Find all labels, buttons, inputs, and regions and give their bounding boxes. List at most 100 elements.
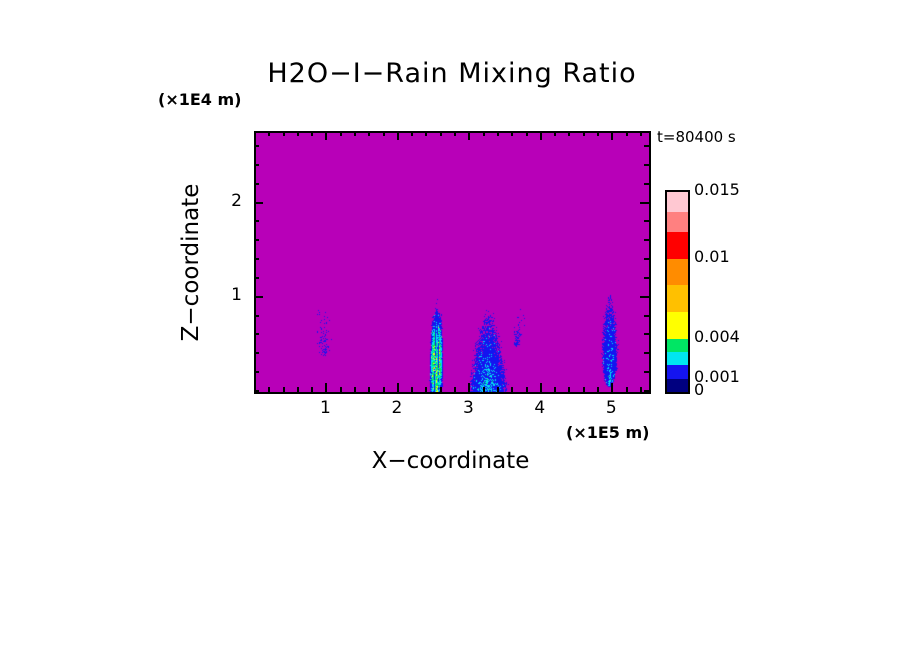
y-major-tick-right	[640, 201, 649, 204]
rain-mixing-ratio-field	[256, 133, 649, 392]
x-major-tick	[325, 383, 328, 392]
y-minor-tick-right	[644, 371, 649, 374]
y-minor-tick	[254, 163, 259, 166]
y-tick-label: 1	[231, 284, 242, 305]
x-minor-tick	[254, 387, 256, 392]
y-minor-tick	[254, 314, 259, 317]
x-minor-tick-top	[339, 131, 342, 136]
colorbar-band	[667, 378, 688, 392]
colorbar-band	[667, 338, 688, 352]
y-minor-tick	[254, 258, 259, 261]
colorbar-band	[667, 258, 688, 286]
x-minor-tick-top	[439, 131, 442, 136]
colorbar-band	[667, 312, 688, 339]
colorbar-band	[667, 232, 688, 259]
x-minor-tick	[554, 387, 557, 392]
y-axis-title: Z−coordinate	[178, 146, 256, 342]
y-minor-tick	[254, 182, 259, 185]
y-minor-tick-right	[644, 258, 649, 261]
x-minor-tick-top	[511, 131, 514, 136]
x-minor-tick-top	[411, 131, 414, 136]
y-minor-tick-right	[644, 145, 649, 148]
x-minor-tick-top	[525, 131, 528, 136]
x-minor-tick-top	[596, 131, 599, 136]
y-minor-tick-right	[644, 314, 649, 317]
x-minor-tick-top	[311, 131, 314, 136]
x-major-tick	[468, 383, 471, 392]
x-minor-tick	[596, 387, 599, 392]
colorbar-band	[667, 352, 688, 366]
x-minor-tick-top	[625, 131, 628, 136]
x-minor-tick-top	[282, 131, 285, 136]
y-tick-label: 2	[231, 190, 242, 211]
x-minor-tick	[482, 387, 485, 392]
y-minor-tick	[254, 276, 259, 279]
x-minor-tick-top	[425, 131, 428, 136]
x-minor-tick-top	[496, 131, 499, 136]
colorbar-band	[667, 365, 688, 379]
x-minor-tick	[525, 387, 528, 392]
x-major-tick	[396, 383, 399, 392]
y-minor-tick	[254, 333, 259, 336]
x-minor-tick-top	[268, 131, 271, 136]
x-minor-tick	[625, 387, 628, 392]
x-major-tick	[611, 383, 614, 392]
x-axis-unit-label: (×1E5 m)	[566, 423, 650, 442]
y-minor-tick-right	[644, 239, 649, 242]
colorbar-tick-label: 0.001	[694, 366, 740, 386]
x-minor-tick-top	[482, 131, 485, 136]
x-major-tick-top	[396, 131, 399, 140]
y-minor-tick-right	[644, 333, 649, 336]
x-tick-label: 5	[605, 398, 617, 418]
x-tick-label: 1	[320, 398, 331, 418]
colorbar-band	[667, 285, 688, 312]
y-minor-tick	[254, 220, 259, 223]
page-title: H2O−I−Rain Mixing Ratio	[267, 58, 637, 89]
x-minor-tick-top	[639, 131, 642, 136]
x-minor-tick	[368, 387, 371, 392]
x-tick-label: 2	[391, 398, 403, 418]
x-major-tick-top	[468, 131, 471, 140]
colorbar-tick-label: 0	[694, 380, 705, 399]
x-minor-tick	[568, 387, 571, 392]
y-major-tick	[254, 295, 263, 298]
x-minor-tick	[582, 387, 585, 392]
x-major-tick-top	[325, 131, 328, 140]
x-minor-tick	[296, 387, 299, 392]
colorbar-tick-label: 0.01	[694, 246, 730, 266]
x-minor-tick	[382, 387, 385, 392]
x-minor-tick-top	[368, 131, 371, 136]
y-minor-tick	[254, 390, 259, 392]
x-minor-tick	[639, 387, 642, 392]
y-minor-tick-right	[644, 352, 649, 355]
y-minor-tick-right	[644, 390, 649, 392]
colorbar-tick-label: 0.004	[694, 326, 740, 346]
x-minor-tick-top	[296, 131, 299, 136]
y-axis-unit-label: (×1E4 m)	[158, 90, 242, 109]
x-tick-label: 4	[534, 398, 546, 418]
x-minor-tick	[511, 387, 514, 392]
x-minor-tick-top	[454, 131, 457, 136]
y-axis-title-text: Z−coordinate	[178, 183, 204, 342]
x-minor-tick-top	[568, 131, 571, 136]
y-minor-tick-right	[644, 220, 649, 223]
colorbar	[665, 190, 690, 394]
plot-area	[254, 131, 651, 394]
x-minor-tick	[439, 387, 442, 392]
y-minor-tick	[254, 239, 259, 242]
x-major-tick-top	[611, 131, 614, 140]
x-tick-label: 3	[462, 398, 474, 418]
x-minor-tick	[354, 387, 357, 392]
x-minor-tick	[311, 387, 314, 392]
x-minor-tick-top	[554, 131, 557, 136]
y-major-tick	[254, 201, 263, 204]
colorbar-band	[667, 192, 688, 212]
x-minor-tick	[425, 387, 428, 392]
y-minor-tick-right	[644, 163, 649, 166]
x-minor-tick	[268, 387, 271, 392]
x-major-tick	[539, 383, 542, 392]
time-annotation: t=80400 s	[657, 128, 736, 146]
colorbar-tick-label: 0.015	[694, 180, 740, 199]
x-minor-tick-top	[382, 131, 385, 136]
